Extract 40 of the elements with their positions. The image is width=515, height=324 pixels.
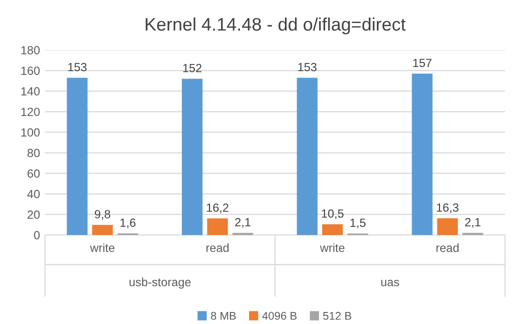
legend-label: 8 MB [210, 312, 236, 320]
y-tick-label: 0 [34, 231, 40, 240]
bar [322, 224, 343, 235]
text: uas [381, 280, 400, 286]
bar [437, 218, 458, 235]
legend-label: 512 B [323, 312, 352, 320]
data-label: 9,8 [94, 210, 110, 220]
legend-label: 4096 B [262, 312, 297, 320]
y-tick-label: 140 [21, 87, 40, 96]
y-tick-label: 180 [21, 46, 40, 54]
y-tick-label: 60 [28, 169, 40, 178]
y-tick-label: 100 [21, 128, 40, 137]
data-label: 2,1 [235, 218, 250, 228]
bar [296, 78, 318, 235]
data-label: 10,5 [322, 209, 344, 220]
data-label: 1,6 [120, 218, 136, 228]
y-tick-label: 80 [28, 148, 40, 158]
text: usb-storage [130, 278, 191, 289]
data-label: 16,3 [436, 203, 458, 214]
bar [207, 218, 228, 235]
bar [182, 78, 203, 235]
bar [412, 74, 433, 235]
chart-title: Kernel 4.14.48 - dd o/iflag=direct [146, 17, 406, 34]
data-label: 16,2 [206, 203, 228, 214]
x-tick-label: read [206, 243, 229, 252]
x-tick-label: write [320, 243, 344, 252]
data-label: 2,1 [465, 218, 480, 228]
x-tick-label: write [90, 243, 114, 252]
data-label: 153 [68, 62, 87, 72]
data-label: 153 [298, 62, 317, 72]
data-label: 157 [413, 58, 432, 68]
y-tick-label: 20 [28, 210, 40, 219]
bar [92, 224, 113, 235]
data-label: 152 [183, 64, 202, 72]
data-label: 1,5 [350, 218, 366, 228]
bar [66, 78, 88, 235]
x-tick-label: read [436, 243, 459, 252]
y-tick-label: 160 [21, 66, 40, 75]
y-tick-label: 40 [27, 190, 40, 198]
y-tick-label: 120 [21, 108, 40, 116]
